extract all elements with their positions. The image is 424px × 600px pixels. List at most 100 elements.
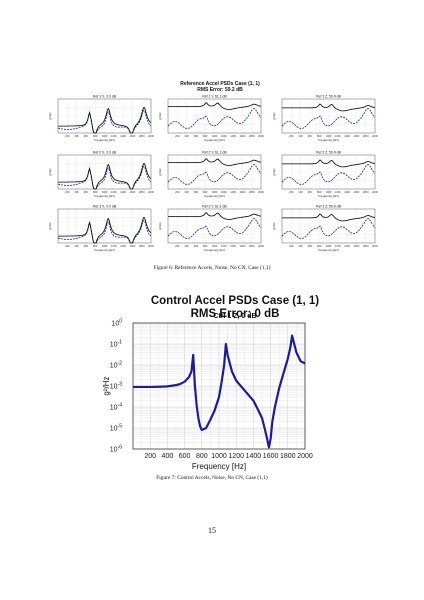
panel-x-tick-label: 1400 [120,190,126,194]
panel-x-tick-label: 1600 [130,190,136,194]
panel-x-tick-label: 1000 [212,134,218,138]
panel-x-tick-label: 600 [308,190,313,194]
panel-x-tick-label: 1400 [230,190,236,194]
x-tick-label: 1000 [211,453,227,460]
panel-x-tick-label: 2000 [258,134,264,138]
panel-dashed-line [167,218,262,239]
panel-x-tick-label: 600 [194,134,199,138]
panel-title: Ref 1 X, 0.0 dB [93,95,117,99]
panel-x-tick-label: 1800 [363,244,369,248]
panel-solid-line [168,102,262,110]
panel-x-axis-label: Frequency [Hz] [318,138,339,142]
panel-y-axis-label: g²/Hz [48,112,52,120]
panel-frame [57,154,152,190]
panel-x-axis-label: Frequency [Hz] [94,138,115,142]
panel-x-tick-label: 800 [93,190,98,194]
panel-x-tick-label: 400 [298,244,303,248]
x-tick-label: 800 [196,453,208,460]
panel-x-tick-label: 2000 [148,244,154,248]
panel-solid-line [168,212,262,220]
panel-x-tick-label: 1800 [363,134,369,138]
panel-x-tick-label: 200 [175,244,180,248]
panel-x-tick-label: 1800 [139,134,145,138]
panel-y-axis-label: g²/Hz [158,168,162,176]
panel-solid-line [282,103,376,112]
figure6-title: Reference Accel PSDs Case (1, 1) RMS Err… [140,81,300,93]
panel-x-tick-label: 200 [65,134,70,138]
panel-x-tick-label: 1600 [240,244,246,248]
panel-title: Ref 1 Y, 61.1 dB [202,95,227,99]
panel-x-tick-label: 1400 [344,190,350,194]
panel-x-tick-label: 1400 [230,134,236,138]
figure6-panel: Ref 3 X, 0.0 dB 200 400 600 800 1000 1200 1400 1… [48,205,154,253]
panel-x-tick-label: 1000 [326,190,332,194]
y-tick-label: 10-6 [110,445,122,454]
panel-x-tick-label: 2000 [372,244,378,248]
panel-x-tick-label: 400 [184,134,189,138]
panel-dashed-line [57,220,152,244]
panel-x-tick-label: 1000 [326,244,332,248]
panel-x-tick-label: 2000 [372,190,378,194]
panel-y-axis-label: g²/Hz [272,112,276,120]
panel-x-tick-label: 1200 [111,134,117,138]
panel-x-tick-label: 600 [84,244,89,248]
panel-x-tick-label: 1200 [335,190,341,194]
panel-x-tick-label: 800 [317,244,322,248]
panel-x-tick-label: 1200 [335,244,341,248]
figure6-panel: Ref 2 X, 0.0 dB 200 400 600 800 1000 1200 1400 1… [48,151,154,199]
panel-x-tick-label: 1800 [249,190,255,194]
panel-x-tick-label: 800 [203,190,208,194]
figure6-panel: Ref 2 Y, 61.1 dB 200 400 600 800 1000 1200 1400… [158,151,264,199]
panel-title: Ref 2 X, 0.0 dB [93,151,117,155]
figure7-caption: Figure 7: Control Accels, Noise, No CN, … [156,475,268,481]
panel-x-tick-label: 1000 [102,244,108,248]
panel-x-tick-label: 1400 [344,244,350,248]
panel-x-tick-label: 1600 [130,134,136,138]
panel-title: Ref 3 Y, 61.1 dB [202,205,227,209]
panel-x-tick-label: 1800 [249,244,255,248]
panel-x-tick-label: 1000 [102,134,108,138]
panel-frame [167,208,262,244]
x-tick-label: 400 [162,453,174,460]
panel-x-tick-label: 400 [74,134,79,138]
panel-x-tick-label: 1400 [120,134,126,138]
panel-x-tick-label: 2000 [372,134,378,138]
panel-dashed-line [281,218,376,239]
panel-solid-line [282,213,376,222]
panel-x-axis-label: Frequency [Hz] [204,248,225,252]
panel-x-tick-label: 2000 [258,244,264,248]
panel-x-tick-label: 600 [308,244,313,248]
y-tick-label: 10-5 [110,424,122,433]
figure7-title: Control Accel PSDs Case (1, 1) RMS Error… [120,295,350,321]
panel-x-tick-label: 400 [298,134,303,138]
panel-x-axis-label: Frequency [Hz] [318,248,339,252]
panel-x-tick-label: 1600 [354,244,360,248]
panel-frame [167,154,262,190]
y-tick-label: 10-1 [110,340,122,349]
panel-x-tick-label: 1600 [240,190,246,194]
panel-title: Ref 3 Z, 59.9 dB [316,205,341,209]
panel-x-tick-label: 400 [298,190,303,194]
panel-x-tick-label: 600 [308,134,313,138]
panel-x-tick-label: 1800 [139,190,145,194]
figure6-panel: Ref 1 Y, 61.1 dB 200 400 600 800 1000 1200 1400… [158,95,264,143]
panel-frame [281,98,376,134]
panel-x-tick-label: 1000 [102,190,108,194]
figure6-panel: Ref 3 Y, 61.1 dB 200 400 600 800 1000 1200 1400… [158,205,264,253]
panel-x-tick-label: 1000 [212,190,218,194]
x-tick-label: 200 [144,453,156,460]
panel-dashed-line [57,110,152,134]
figure6-title-line2: RMS Error: 59.2 dB [197,87,243,93]
figure6-panel: Ref 1 X, 0.0 dB 200 400 600 800 1000 1200 1400 1… [48,95,154,143]
panel-x-tick-label: 2000 [148,134,154,138]
panel-x-tick-label: 800 [317,134,322,138]
panel-x-tick-label: 1600 [240,134,246,138]
panel-x-tick-label: 400 [184,244,189,248]
x-tick-label: 600 [179,453,191,460]
panel-dashed-line [57,166,152,190]
panel-x-tick-label: 1200 [335,134,341,138]
panel-solid-line [58,217,152,244]
figure6-panel: Ref 3 Z, 59.9 dB 200 400 600 800 1000 1200 1400… [272,205,378,253]
panel-title: Ref 2 Z, 59.9 dB [316,151,341,155]
panel-x-axis-label: Frequency [Hz] [204,138,225,142]
